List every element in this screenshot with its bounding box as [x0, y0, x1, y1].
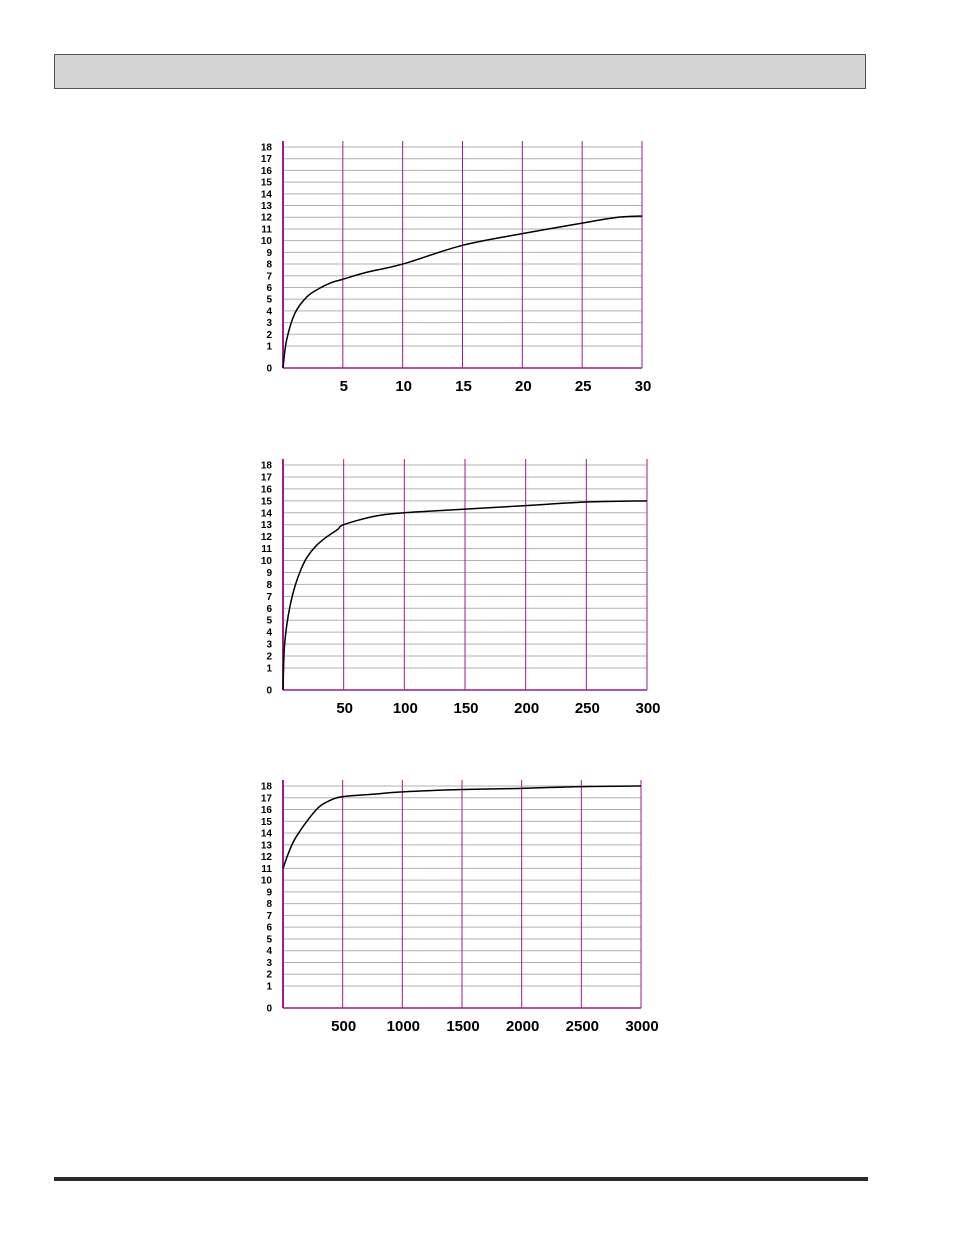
y-tick-label: 1 — [266, 982, 272, 993]
x-tick-label: 30 — [635, 378, 652, 395]
y-tick-label: 13 — [261, 840, 273, 851]
y-tick-label: 11 — [261, 864, 272, 875]
x-tick-label: 5 — [340, 378, 348, 395]
y-tick-label: 14 — [261, 189, 273, 200]
y-tick-label: 17 — [261, 793, 273, 804]
y-tick-label: 5 — [266, 295, 272, 306]
x-tick-label: 1500 — [446, 1018, 479, 1035]
y-tick-label: 13 — [261, 520, 273, 531]
y-tick-label: 15 — [261, 178, 273, 189]
x-tick-label: 150 — [453, 700, 478, 717]
y-tick-label: 8 — [266, 899, 272, 910]
y-tick-label: 3 — [266, 640, 272, 651]
y-tick-label: 0 — [266, 1004, 272, 1015]
y-tick-label: 8 — [266, 580, 272, 591]
y-tick-label: 10 — [261, 556, 273, 567]
x-tick-label: 200 — [514, 700, 539, 717]
y-tick-label: 5 — [266, 616, 272, 627]
y-tick-label: 10 — [261, 236, 273, 247]
x-tick-label: 25 — [575, 378, 592, 395]
y-tick-label: 16 — [261, 484, 273, 495]
x-tick-label: 3000 — [625, 1018, 658, 1035]
y-tick-label: 2 — [266, 970, 272, 981]
y-tick-label: 14 — [261, 508, 273, 519]
y-tick-label: 7 — [266, 271, 272, 282]
y-tick-label: 6 — [266, 283, 272, 294]
y-tick-label: 14 — [261, 829, 273, 840]
x-tick-label: 15 — [455, 378, 472, 395]
y-tick-label: 9 — [266, 248, 272, 259]
y-tick-label: 16 — [261, 166, 273, 177]
y-tick-label: 13 — [261, 201, 273, 212]
y-tick-label: 17 — [261, 154, 273, 165]
y-tick-label: 7 — [266, 911, 272, 922]
x-tick-label: 2000 — [506, 1018, 539, 1035]
y-tick-label: 7 — [266, 592, 272, 603]
y-tick-label: 12 — [261, 852, 273, 863]
y-tick-label: 12 — [261, 213, 273, 224]
y-tick-label: 3 — [266, 958, 272, 969]
y-tick-label: 2 — [266, 652, 272, 663]
y-tick-label: 0 — [266, 686, 272, 697]
y-tick-label: 1 — [266, 342, 272, 353]
x-tick-label: 300 — [635, 700, 660, 717]
y-tick-label: 4 — [266, 306, 272, 317]
x-tick-label: 10 — [395, 378, 412, 395]
y-tick-label: 9 — [266, 568, 272, 579]
x-tick-label: 100 — [393, 700, 418, 717]
x-tick-label: 500 — [331, 1018, 356, 1035]
y-tick-label: 4 — [266, 628, 272, 639]
y-tick-label: 9 — [266, 887, 272, 898]
y-tick-label: 17 — [261, 472, 273, 483]
y-tick-label: 11 — [261, 224, 272, 235]
series-line — [282, 215, 643, 369]
y-tick-label: 2 — [266, 330, 272, 341]
x-tick-label: 2500 — [566, 1018, 599, 1035]
y-tick-label: 18 — [261, 461, 273, 472]
y-tick-label: 10 — [261, 876, 273, 887]
x-tick-label: 20 — [515, 378, 532, 395]
y-tick-label: 11 — [261, 544, 272, 555]
y-tick-label: 6 — [266, 923, 272, 934]
y-tick-label: 4 — [266, 946, 272, 957]
y-tick-label: 8 — [266, 260, 272, 271]
y-tick-label: 15 — [261, 496, 273, 507]
y-tick-label: 12 — [261, 532, 273, 543]
header-bar — [54, 54, 866, 89]
y-tick-label: 0 — [266, 364, 272, 375]
y-tick-label: 18 — [261, 143, 273, 154]
y-tick-label: 18 — [261, 782, 273, 793]
y-tick-label: 6 — [266, 604, 272, 615]
y-tick-label: 1 — [266, 664, 272, 675]
x-tick-label: 1000 — [387, 1018, 420, 1035]
series-line — [282, 500, 648, 691]
y-tick-label: 3 — [266, 318, 272, 329]
series-line — [282, 785, 642, 869]
footer-rule — [54, 1177, 868, 1181]
x-tick-label: 50 — [336, 700, 353, 717]
y-tick-label: 5 — [266, 934, 272, 945]
y-tick-label: 15 — [261, 817, 273, 828]
y-tick-label: 16 — [261, 805, 273, 816]
x-tick-label: 250 — [575, 700, 600, 717]
